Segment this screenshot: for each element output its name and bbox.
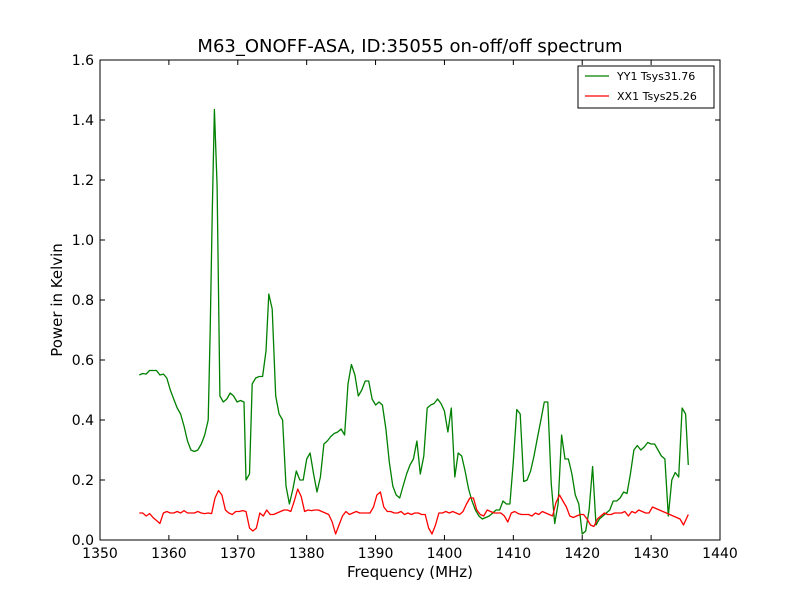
chart-title: M63_ONOFF-ASA, ID:35055 on-off/off spect… bbox=[197, 36, 622, 57]
x-tick-label: 1400 bbox=[427, 546, 463, 562]
x-tick-label: 1380 bbox=[289, 546, 325, 562]
series-line-xx1 bbox=[139, 488, 689, 535]
legend-label-yy1: YY1 Tsys31.76 bbox=[616, 70, 695, 83]
y-tick-label: 0.6 bbox=[72, 353, 94, 369]
series-line-yy1 bbox=[139, 108, 689, 535]
legend: YY1 Tsys31.76 XX1 Tsys25.26 bbox=[577, 65, 715, 109]
x-tick-label: 1390 bbox=[358, 546, 394, 562]
y-tick-label: 1.6 bbox=[72, 53, 94, 69]
y-tick-label: 0.4 bbox=[72, 413, 94, 429]
x-tick-label: 1360 bbox=[151, 546, 187, 562]
series-layer bbox=[139, 108, 689, 535]
x-tick-label: 1370 bbox=[220, 546, 256, 562]
legend-label-xx1: XX1 Tsys25.26 bbox=[617, 90, 697, 103]
x-axis-label: Frequency (MHz) bbox=[347, 563, 473, 581]
y-axis-label: Power in Kelvin bbox=[48, 243, 66, 357]
plot-area bbox=[100, 60, 720, 540]
x-tick-label: 1410 bbox=[496, 546, 532, 562]
legend-box bbox=[577, 65, 715, 109]
x-tick-label: 1350 bbox=[82, 546, 118, 562]
y-tick-label: 0.2 bbox=[72, 473, 94, 489]
y-tick-label: 0.8 bbox=[72, 293, 94, 309]
y-tick-label: 1.2 bbox=[72, 173, 94, 189]
x-tick-label: 1440 bbox=[702, 546, 738, 562]
y-tick-label: 1.0 bbox=[72, 233, 94, 249]
y-tick-label: 1.4 bbox=[72, 113, 94, 129]
x-tick-label: 1420 bbox=[564, 546, 600, 562]
ticks-layer: 1350 1360 1370 1380 1390 1400 1410 1420 1430 1440… bbox=[72, 53, 738, 562]
y-tick-label: 0.0 bbox=[72, 533, 94, 549]
x-tick-label: 1430 bbox=[633, 546, 669, 562]
